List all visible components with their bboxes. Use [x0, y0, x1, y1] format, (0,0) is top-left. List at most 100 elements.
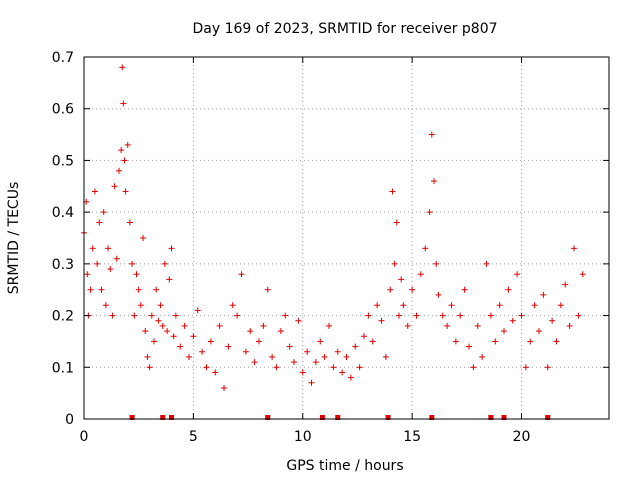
data-point — [164, 328, 171, 335]
data-point — [137, 302, 144, 309]
data-point — [483, 260, 490, 267]
data-point — [87, 286, 94, 293]
data-point — [299, 369, 306, 376]
data-point — [186, 353, 192, 360]
data-point — [119, 64, 126, 71]
gap-marker — [385, 415, 391, 420]
data-point — [295, 317, 302, 324]
data-point — [365, 312, 372, 319]
gap-marker — [501, 415, 507, 420]
data-point — [151, 338, 157, 345]
data-point — [317, 338, 324, 345]
data-point — [487, 312, 494, 319]
data-point — [229, 302, 236, 309]
data-point — [190, 333, 197, 340]
data-point — [286, 343, 293, 350]
data-point — [378, 317, 385, 324]
data-point — [505, 286, 512, 293]
tick-labels: 0 0.1 0.2 0.3 0.4 0.5 0.6 0.7 0 5 10 15 20 — [52, 50, 531, 445]
data-point — [404, 322, 411, 329]
data-point — [260, 322, 267, 329]
data-point — [121, 157, 128, 164]
data-point — [161, 260, 168, 267]
data-points — [81, 64, 586, 391]
data-point — [142, 328, 149, 335]
data-point — [496, 302, 503, 309]
data-point — [549, 317, 556, 324]
data-point — [527, 338, 534, 345]
data-point — [269, 353, 276, 360]
data-point — [312, 359, 319, 366]
data-point — [562, 281, 569, 288]
data-point — [102, 302, 109, 309]
y-tick-label: 0.7 — [52, 50, 74, 66]
data-point — [393, 219, 400, 226]
data-point — [398, 276, 405, 283]
data-point — [571, 245, 577, 252]
y-tick-label: 0.5 — [52, 153, 74, 169]
data-point — [518, 312, 525, 319]
data-point — [216, 322, 223, 329]
data-point — [148, 312, 155, 319]
data-point — [225, 343, 232, 350]
data-point — [461, 286, 468, 293]
gap-marker — [160, 415, 166, 420]
data-point — [466, 343, 472, 350]
x-tick-label: 20 — [513, 429, 531, 445]
data-point — [98, 286, 105, 293]
data-point — [247, 328, 254, 335]
data-point — [282, 312, 289, 319]
data-point — [251, 359, 258, 366]
data-point — [391, 260, 398, 267]
data-point — [334, 348, 341, 355]
data-point — [439, 312, 446, 319]
data-point — [107, 266, 114, 273]
data-point — [146, 364, 153, 371]
data-point — [540, 291, 547, 298]
data-point — [374, 302, 381, 309]
data-point — [144, 353, 151, 360]
data-point — [457, 312, 464, 319]
data-point — [131, 312, 138, 319]
data-point — [234, 312, 241, 319]
data-point — [94, 260, 101, 267]
data-point — [100, 209, 107, 216]
data-point — [330, 364, 337, 371]
data-point — [492, 338, 499, 345]
data-point — [321, 353, 328, 360]
data-point — [400, 302, 407, 309]
data-point — [291, 359, 297, 366]
y-tick-label: 0.3 — [52, 257, 74, 273]
data-point — [417, 271, 424, 278]
data-point — [172, 312, 179, 319]
data-point — [111, 183, 118, 190]
data-point — [339, 369, 346, 376]
y-tick-label: 0.1 — [52, 360, 74, 376]
data-point — [124, 141, 131, 148]
data-point — [413, 312, 420, 319]
data-point — [91, 188, 98, 195]
data-point — [159, 322, 166, 329]
data-point — [109, 312, 116, 319]
data-point — [256, 338, 262, 345]
data-point — [575, 312, 582, 319]
data-point — [361, 333, 367, 340]
data-point — [422, 245, 429, 252]
data-point — [396, 312, 402, 319]
data-point — [308, 379, 315, 386]
data-point — [140, 235, 147, 241]
data-point — [120, 100, 127, 107]
data-point — [566, 322, 573, 329]
grid-layer — [84, 57, 609, 419]
data-point — [579, 271, 586, 278]
data-gap-markers — [129, 415, 551, 420]
data-point — [194, 307, 201, 314]
data-point — [433, 260, 440, 267]
data-point — [168, 245, 175, 252]
data-point — [113, 255, 120, 262]
x-tick-label: 10 — [294, 429, 312, 445]
y-axis-title: SRMTID / TECUs — [6, 182, 22, 295]
data-point — [89, 245, 96, 252]
axis-ticks — [83, 56, 609, 420]
